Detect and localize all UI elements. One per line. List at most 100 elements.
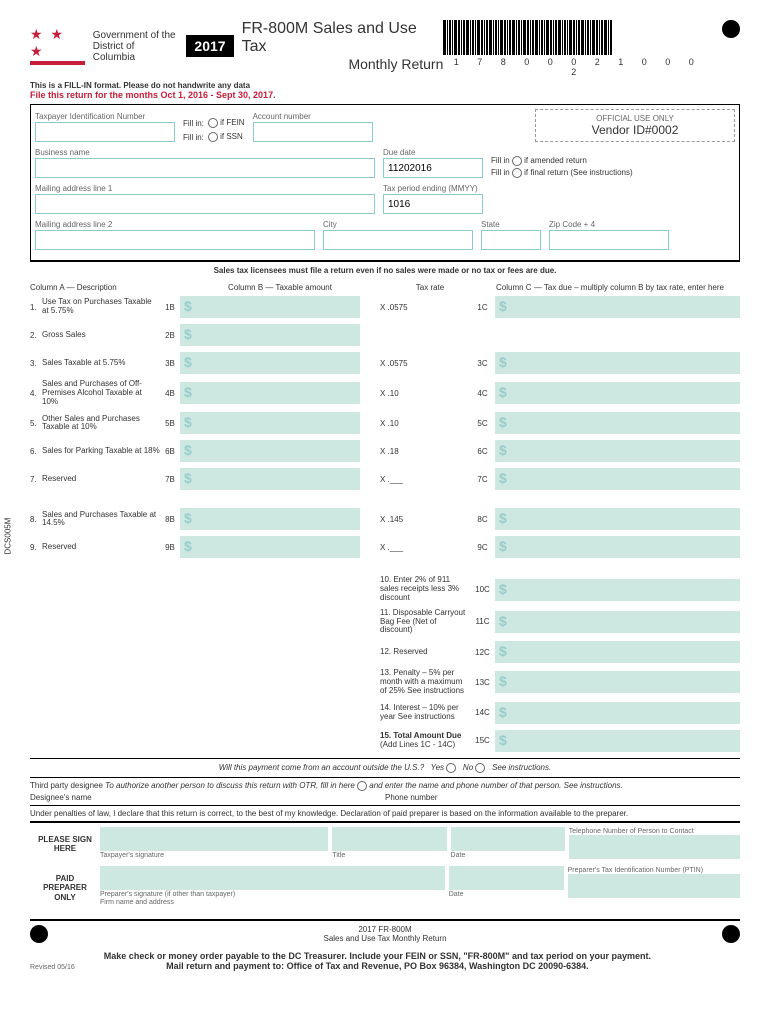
- lower-rows-container: 10. Enter 2% of 911 sales receipts less …: [30, 576, 740, 723]
- col-c-input-14[interactable]: [495, 702, 740, 724]
- business-label: Business name: [35, 148, 375, 157]
- vendor-id: Vendor ID#0002: [548, 123, 722, 137]
- fein-radio[interactable]: [208, 118, 218, 128]
- state-input[interactable]: [481, 230, 541, 250]
- taxpayer-id-input[interactable]: [35, 122, 175, 142]
- alignment-dot-top: [722, 20, 740, 38]
- preparer-date-input[interactable]: [449, 866, 564, 890]
- header: ★ ★ ★ Government of the District of Colu…: [30, 20, 740, 77]
- tax-row: 5. Other Sales and Purchases Taxable at …: [30, 412, 740, 434]
- please-sign-label: PLEASE SIGN HERE: [30, 827, 100, 862]
- business-input[interactable]: [35, 158, 375, 178]
- tax-row: 6. Sales for Parking Taxable at 18% 6B X…: [30, 440, 740, 462]
- side-code: DCS005M: [4, 518, 13, 555]
- col-b-input-9[interactable]: [180, 536, 360, 558]
- third-party-section: Third party designee To authorize anothe…: [30, 777, 740, 805]
- barcode-icon: [443, 20, 712, 55]
- col-c-input-8[interactable]: [495, 508, 740, 530]
- zip-label: Zip Code + 4: [549, 220, 669, 229]
- col-c-input-7[interactable]: [495, 468, 740, 490]
- col-c-input-4[interactable]: [495, 382, 740, 404]
- alignment-dot-left: [30, 925, 48, 943]
- tax-period-input[interactable]: [383, 194, 483, 214]
- barcode-area: 1 7 8 0 0 0 2 1 0 0 0 2: [443, 20, 740, 77]
- year-box: 2017: [186, 35, 233, 57]
- lower-row: 10. Enter 2% of 911 sales receipts less …: [30, 576, 740, 602]
- col-c-input-10[interactable]: [495, 579, 740, 601]
- col-c-input-11[interactable]: [495, 611, 740, 633]
- lower-row: 11. Disposable Carryout Bag Fee (Net of …: [30, 609, 740, 635]
- ssn-radio[interactable]: [208, 132, 218, 142]
- tax-row: 1. Use Tax on Purchases Taxable at 5.75%…: [30, 296, 740, 318]
- sig-date-input[interactable]: [451, 827, 565, 851]
- col-c-input-13[interactable]: [495, 671, 740, 693]
- mailing2-input[interactable]: [35, 230, 315, 250]
- due-date-input[interactable]: [383, 158, 483, 178]
- payment-question: Will this payment come from an account o…: [30, 758, 740, 777]
- account-label: Account number: [253, 112, 373, 121]
- col-b-input-2[interactable]: [180, 324, 360, 346]
- zip-input[interactable]: [549, 230, 669, 250]
- col-b-input-4[interactable]: [180, 382, 360, 404]
- mailing1-label: Mailing address line 1: [35, 184, 375, 193]
- revised-text: Revised 05/16: [30, 964, 75, 971]
- tax-row: 9. Reserved 9B X .___ 9C: [30, 536, 740, 558]
- gov-text: Government of the District of Columbia: [93, 30, 179, 63]
- tax-row: 2. Gross Sales 2B: [30, 324, 740, 346]
- lower-row: 12. Reserved 12C: [30, 641, 740, 663]
- identification-section: Taxpayer Identification Number Fill in: …: [30, 104, 740, 262]
- alignment-dot-right: [722, 925, 740, 943]
- footer-line1: Make check or money order payable to the…: [75, 951, 680, 961]
- form-subtitle: Monthly Return: [242, 56, 444, 72]
- payment-yes-radio[interactable]: [446, 763, 456, 773]
- col-c-input-1[interactable]: [495, 296, 740, 318]
- notice-bar: Sales tax licensees must file a return e…: [30, 262, 740, 279]
- ptin-input[interactable]: [568, 874, 740, 898]
- account-input[interactable]: [253, 122, 373, 142]
- final-radio[interactable]: [512, 168, 522, 178]
- form-title: FR-800M Sales and Use Tax: [242, 20, 444, 56]
- preparer-sig-input[interactable]: [100, 866, 445, 890]
- state-label: State: [481, 220, 541, 229]
- col-c-input-6[interactable]: [495, 440, 740, 462]
- city-label: City: [323, 220, 473, 229]
- col-b-input-7[interactable]: [180, 468, 360, 490]
- col-b-input-8[interactable]: [180, 508, 360, 530]
- col-b-input-6[interactable]: [180, 440, 360, 462]
- signature-section: PLEASE SIGN HERE Taxpayer's signature Ti…: [30, 821, 740, 911]
- third-party-radio[interactable]: [357, 781, 367, 791]
- payment-no-radio[interactable]: [475, 763, 485, 773]
- taxpayer-id-label: Taxpayer Identification Number: [35, 112, 175, 121]
- lower-row: 13. Penalty – 5% per month with a maximu…: [30, 669, 740, 695]
- total-amount-input[interactable]: [495, 730, 740, 752]
- title-input[interactable]: [332, 827, 446, 851]
- tax-row: 7. Reserved 7B X .___ 7C: [30, 468, 740, 490]
- lower-row: 14. Interest – 10% per year See instruct…: [30, 702, 740, 724]
- mailing1-input[interactable]: [35, 194, 375, 214]
- total-row: 15. Total Amount Due(Add Lines 1C - 14C)…: [30, 730, 740, 752]
- tax-row: 4. Sales and Purchases of Off-Premises A…: [30, 380, 740, 406]
- tax-row: 8. Sales and Purchases Taxable at 14.5% …: [30, 508, 740, 530]
- due-date-label: Due date: [383, 148, 483, 157]
- col-c-input-5[interactable]: [495, 412, 740, 434]
- barcode-digits: 1 7 8 0 0 0 2 1 0 0 0 2: [443, 57, 712, 77]
- amended-radio[interactable]: [512, 156, 522, 166]
- telephone-input[interactable]: [569, 835, 740, 859]
- taxpayer-sig-input[interactable]: [100, 827, 328, 851]
- fillin-notice: This is a FILL-IN format. Please do not …: [30, 81, 740, 90]
- city-input[interactable]: [323, 230, 473, 250]
- columns-header: Column A — Description Column B — Taxabl…: [30, 279, 740, 296]
- tax-rows-container: 1. Use Tax on Purchases Taxable at 5.75%…: [30, 296, 740, 576]
- tax-period-label: Tax period ending (MMYY): [383, 184, 483, 193]
- col-b-input-5[interactable]: [180, 412, 360, 434]
- mailing2-label: Mailing address line 2: [35, 220, 315, 229]
- paid-preparer-label: PAID PREPARER ONLY: [30, 866, 100, 911]
- col-b-input-3[interactable]: [180, 352, 360, 374]
- col-b-input-1[interactable]: [180, 296, 360, 318]
- dc-stars-icon: ★ ★ ★: [30, 26, 85, 60]
- footer-line2: Mail return and payment to: Office of Ta…: [75, 961, 680, 971]
- col-c-input-3[interactable]: [495, 352, 740, 374]
- col-c-input-9[interactable]: [495, 536, 740, 558]
- col-c-input-12[interactable]: [495, 641, 740, 663]
- footer-section: 2017 FR-800M Sales and Use Tax Monthly R…: [30, 919, 740, 943]
